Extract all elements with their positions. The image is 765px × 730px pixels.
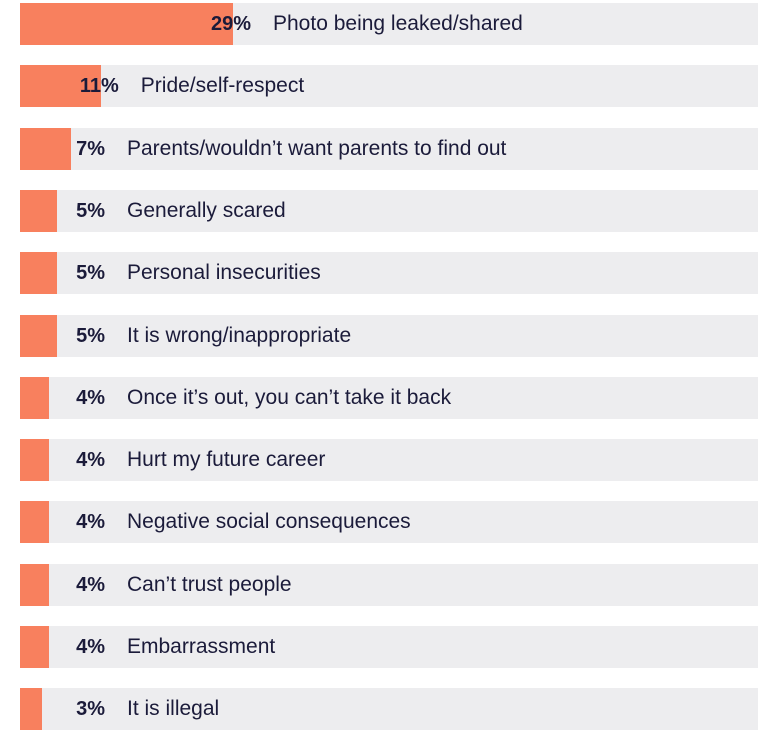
- value-label: 3%: [76, 698, 105, 721]
- category-label: Embarrassment: [127, 635, 276, 658]
- bar: [20, 314, 57, 357]
- value-label: 29%: [210, 13, 251, 35]
- value-label: 5%: [76, 324, 105, 347]
- bar-row: 5% It is wrong/inappropriate: [20, 314, 758, 357]
- category-label: Generally scared: [127, 198, 286, 222]
- value-label: 4%: [76, 511, 105, 534]
- category-label: It is wrong/inappropriate: [127, 323, 352, 347]
- value-label: 11%: [79, 75, 119, 98]
- bar-row: 4% Hurt my future career: [20, 439, 758, 482]
- category-label: Hurt my future career: [127, 448, 326, 472]
- bar: [20, 65, 101, 108]
- bar: [20, 501, 50, 544]
- category-label: Parents/wouldn’t want parents to find ou…: [127, 136, 507, 160]
- category-label: It is illegal: [127, 697, 220, 721]
- bar: [20, 439, 50, 482]
- bar: [20, 252, 57, 295]
- value-label: 4%: [76, 449, 105, 472]
- category-label: Can’t trust people: [127, 572, 292, 596]
- category-label: Once it’s out, you can’t take it back: [127, 385, 452, 409]
- bar: [20, 376, 50, 419]
- bar: [20, 626, 50, 668]
- bar: [20, 3, 233, 45]
- bar-row: 4% Once it’s out, you can’t take it back: [20, 376, 758, 419]
- bar-row: 11% Pride/self-respect: [20, 65, 758, 108]
- category-label: Personal insecurities: [127, 261, 321, 285]
- bar-row: 3% It is illegal: [20, 688, 758, 730]
- bar: [20, 563, 50, 606]
- bar-row: 5% Personal insecurities: [20, 252, 758, 295]
- bar-row: 4% Can’t trust people: [20, 563, 758, 606]
- bar-row: 4% Negative social consequences: [20, 501, 758, 544]
- bar: [20, 189, 57, 232]
- bar-row: 7% Parents/wouldn’t want parents to find …: [20, 127, 758, 170]
- value-label: 7%: [76, 137, 105, 160]
- bar: [20, 688, 43, 730]
- bar-row: 5% Generally scared: [20, 189, 758, 232]
- category-label: Photo being leaked/shared: [273, 12, 523, 35]
- category-label: Pride/self-respect: [140, 74, 305, 98]
- value-label: 5%: [76, 199, 105, 222]
- bar-row: 29% Photo being leaked/shared: [20, 3, 758, 45]
- bar-chart: 29% Photo being leaked/shared 11% Pride/sel…: [20, 0, 765, 730]
- value-label: 4%: [76, 636, 105, 658]
- value-label: 4%: [76, 386, 105, 409]
- category-label: Negative social consequences: [127, 510, 411, 534]
- value-label: 4%: [76, 573, 105, 596]
- value-label: 5%: [76, 262, 105, 285]
- bar: [20, 127, 72, 170]
- bar-row: 4% Embarrassment: [20, 626, 758, 668]
